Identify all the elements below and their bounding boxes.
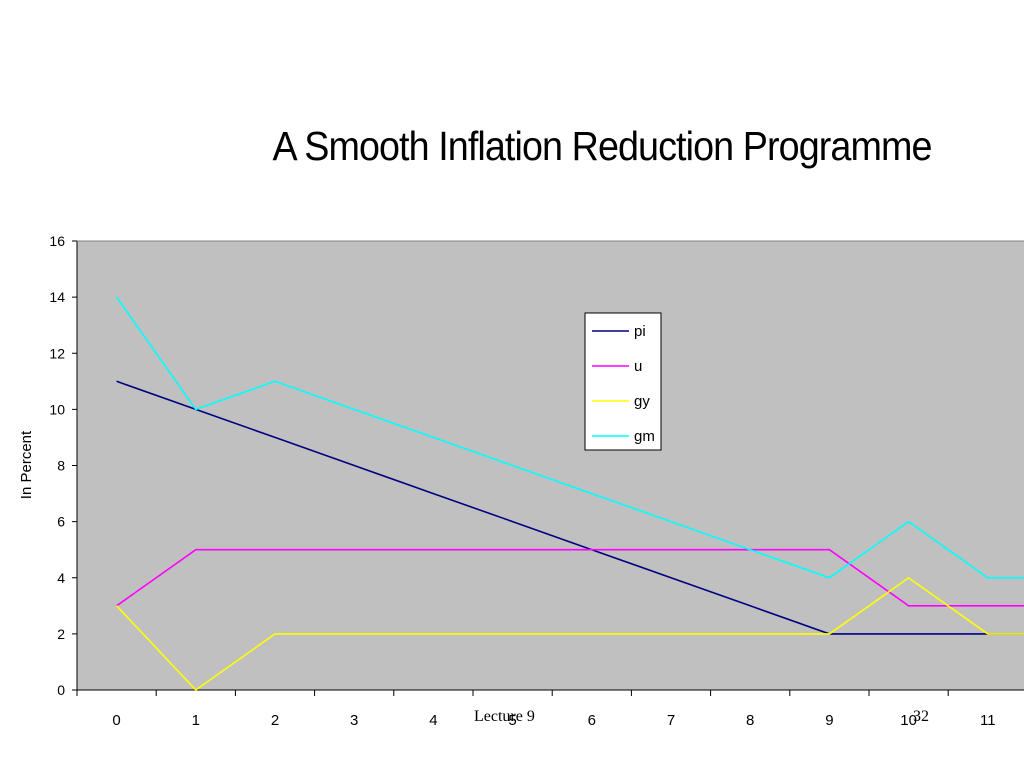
x-tick-label: 5 [508, 712, 516, 729]
series-layer [115, 296, 1024, 692]
x-tick-label: 10 [900, 712, 917, 729]
x-tick-label: 0 [112, 712, 120, 729]
plot-area [77, 241, 1024, 690]
y-tick-label: 0 [57, 682, 65, 698]
x-tick-label: 2 [271, 712, 279, 729]
footer-lecture-label: Lecture 9 [474, 708, 535, 725]
legend-label-u: u [634, 358, 642, 375]
legend-label-gm: gm [634, 428, 655, 445]
y-axis-title: In Percent [18, 430, 35, 499]
slide-title: A Smooth Inflation Reduction Programme [272, 123, 932, 169]
y-tick-label: 12 [49, 345, 65, 361]
series-line-gy [116, 576, 1024, 692]
footer-page-number: 32 [913, 708, 929, 725]
series-line-gm [115, 296, 1024, 579]
legend-label-pi: pi [634, 323, 646, 340]
x-tick-label: 7 [667, 712, 675, 729]
x-tick-label: 3 [350, 712, 358, 729]
y-tick-label: 2 [57, 626, 65, 642]
x-tick-label: 1 [192, 712, 200, 729]
x-tick-label: 6 [588, 712, 596, 729]
y-tick-label: 14 [49, 289, 65, 305]
x-tick-label: 8 [746, 712, 754, 729]
x-tick-label: 9 [825, 712, 833, 729]
series-line-u [116, 548, 1024, 607]
x-tick-label: 11 [980, 712, 996, 729]
y-tick-label: 16 [49, 233, 65, 249]
legend: pi u gy gm [584, 312, 662, 451]
legend-box [584, 312, 662, 451]
y-tick-label: 8 [57, 458, 65, 474]
y-tick-label: 10 [49, 401, 65, 417]
legend-label-gy: gy [634, 393, 650, 410]
y-tick-label: 6 [57, 514, 65, 530]
x-tick-label: 4 [429, 712, 437, 729]
y-tick-label: 4 [57, 570, 65, 586]
